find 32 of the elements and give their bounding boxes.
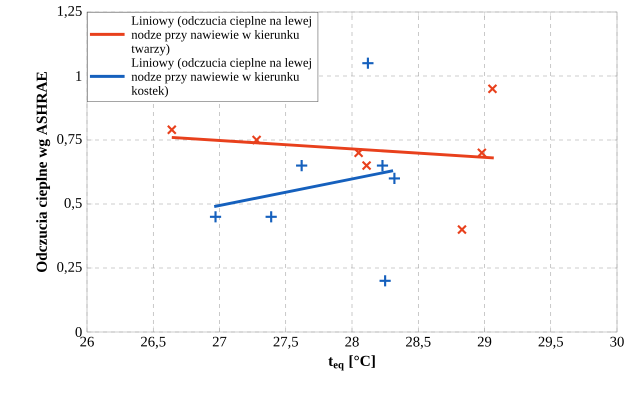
x-tick-label: 28 bbox=[345, 336, 359, 347]
point bbox=[354, 148, 364, 158]
x-tick-label: 30 bbox=[610, 336, 624, 347]
point bbox=[166, 124, 177, 135]
point bbox=[208, 210, 222, 224]
point bbox=[378, 274, 392, 288]
y-tick-label: 0,75 bbox=[57, 134, 82, 146]
y-axis-title: Odczucia cieplne wg ASHRAE bbox=[36, 72, 50, 272]
x-tick-label: 26 bbox=[80, 336, 94, 347]
point bbox=[388, 172, 402, 186]
point bbox=[362, 160, 372, 171]
point bbox=[487, 84, 498, 94]
point bbox=[361, 56, 375, 70]
x-tick-label: 29 bbox=[478, 336, 492, 347]
y-tick-label: 0 bbox=[76, 327, 82, 337]
x-tick-label: 26,5 bbox=[141, 336, 166, 349]
x-tick-label: 27,5 bbox=[274, 336, 298, 349]
point bbox=[264, 210, 278, 224]
y-tick-label: 1,25 bbox=[58, 6, 82, 18]
y-tick-label: 0,25 bbox=[57, 262, 82, 274]
y-tick-label: 1 bbox=[76, 71, 82, 81]
point bbox=[252, 134, 262, 146]
point bbox=[294, 158, 308, 172]
legend-label: Liniowy (odczucia cieplne na lewej nodze przy nawiewie w kierunku twarzy) bbox=[131, 16, 311, 56]
x-tick-label: 28,5 bbox=[406, 336, 431, 349]
x-tick-label: 29,5 bbox=[538, 336, 564, 349]
x-tick-label: 27 bbox=[212, 336, 226, 346]
point bbox=[376, 158, 390, 172]
legend-label: Liniowy (odczucia cieplne na lewej nodze przy nawiewie w kierunku kostek) bbox=[132, 58, 311, 98]
y-tick-label: 0,5 bbox=[64, 198, 82, 210]
x-axis-title: t$_{eq}$ [°C] bbox=[328, 355, 375, 371]
point bbox=[456, 224, 468, 235]
